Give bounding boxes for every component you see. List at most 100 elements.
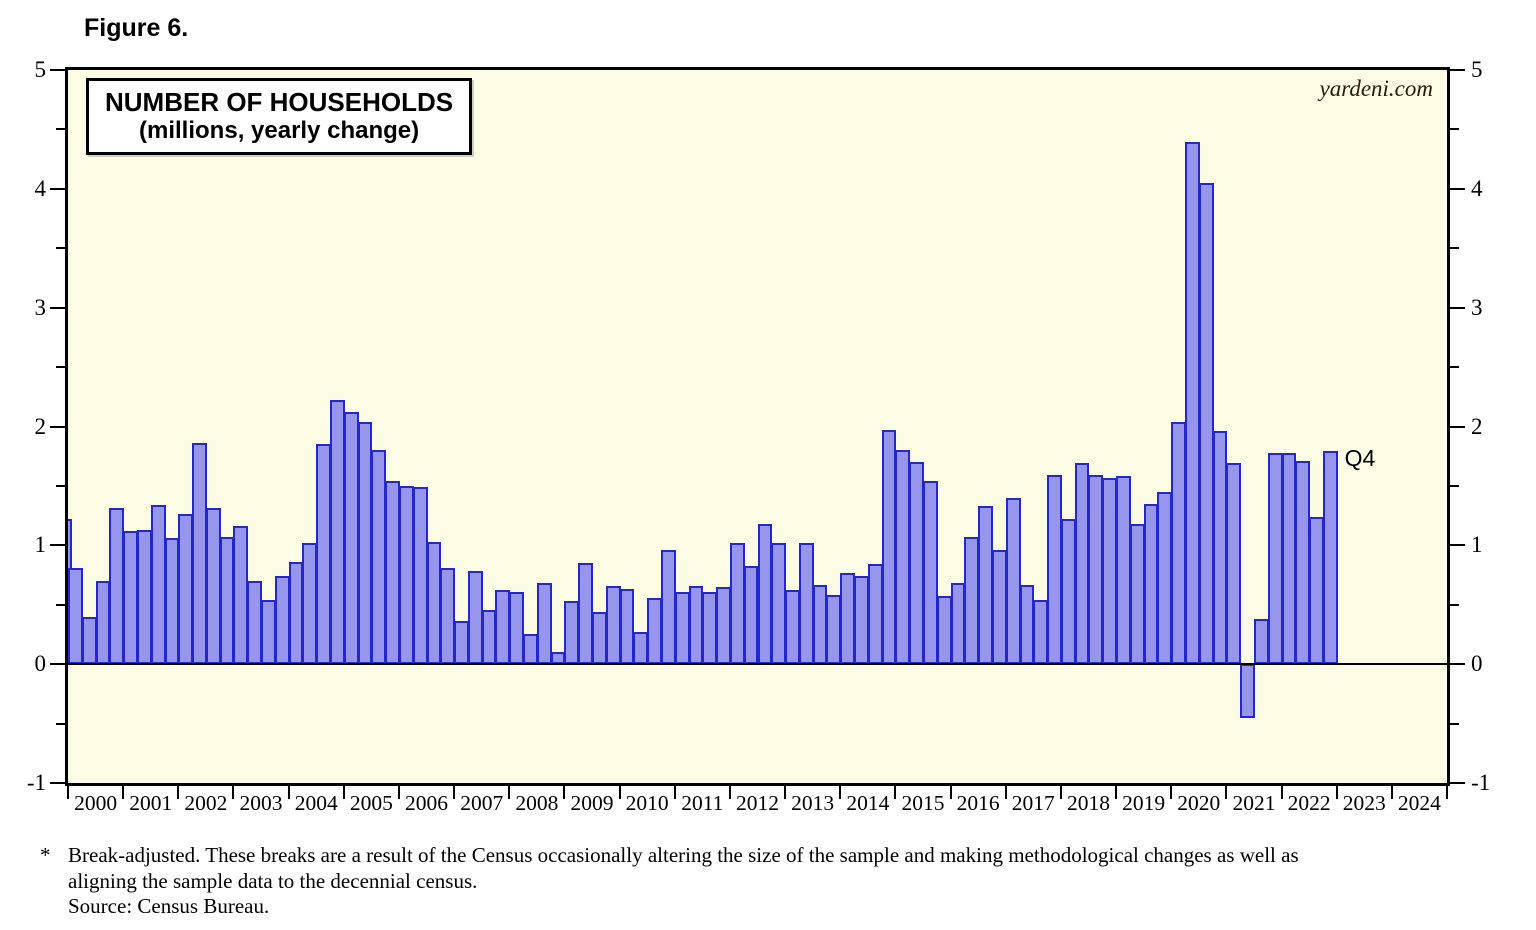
y-axis-tick-left: [50, 425, 65, 428]
x-axis-tick: [1004, 784, 1007, 799]
bar-2022-q3: [1309, 516, 1324, 665]
x-axis-tick: [287, 784, 290, 799]
bar-2006-q3: [426, 541, 442, 665]
x-axis-tick: [673, 784, 676, 799]
x-axis-tick: [1390, 784, 1393, 799]
x-axis-year-label: 2016: [956, 791, 1000, 815]
x-axis-year-label: 2012: [735, 791, 779, 815]
bar-2001-q1: [123, 531, 138, 665]
bar-2022-q4: [1322, 451, 1338, 665]
x-axis-year-label: 2013: [791, 791, 835, 815]
bar-2014-q3: [867, 564, 883, 665]
bar-2006-q1: [398, 485, 414, 665]
x-axis-tick: [508, 784, 511, 799]
y-axis-label-right: 0: [1471, 651, 1483, 677]
bar-2014-q1: [840, 572, 856, 665]
bar-2008-q1: [509, 591, 525, 665]
x-axis-year-label: 2015: [901, 791, 945, 815]
bar-2020-q3: [1198, 182, 1214, 665]
y-axis-tick-right: [1450, 69, 1465, 71]
bar-2017-q3: [1033, 599, 1049, 665]
x-axis-tick: [728, 784, 731, 799]
x-axis-tick: [1225, 784, 1228, 799]
x-axis-year-label: 2022: [1287, 791, 1331, 815]
x-axis-year-label: 2003: [239, 791, 283, 815]
bar-2012-q3: [757, 523, 773, 665]
y-axis-tick-right: [1450, 306, 1465, 309]
x-axis-year-label: 2017: [1011, 791, 1055, 815]
bar-2018-q3: [1088, 475, 1104, 665]
x-axis-year-label: 2014: [846, 791, 890, 815]
y-axis-label-left: 4: [34, 175, 47, 201]
bar-2019-q4: [1157, 491, 1173, 665]
y-axis-label-right: 2: [1471, 413, 1483, 439]
chart-title-box: NUMBER OF HOUSEHOLDS (millions, yearly c…: [86, 78, 473, 155]
bar-2011-q1: [674, 591, 690, 665]
y-axis-label-right: 3: [1471, 294, 1483, 320]
y-axis-tick-left: [56, 722, 65, 725]
y-axis-tick-left: [50, 782, 65, 784]
y-axis-tick-right: [1450, 544, 1465, 547]
y-axis-label-right: -1: [1471, 770, 1491, 795]
figure-label: Figure 6.: [84, 14, 189, 42]
x-axis-tick: [894, 784, 897, 799]
bar-2015-q1: [895, 450, 911, 665]
x-axis-tick: [1280, 784, 1283, 799]
x-axis-tick: [397, 784, 400, 799]
y-axis-tick-left: [56, 366, 65, 369]
y-axis-tick-left: [50, 187, 65, 190]
x-axis-year-label: 2001: [129, 791, 173, 815]
bar-2008-q3: [536, 583, 552, 665]
bar-2016-q3: [978, 506, 993, 665]
bar-2015-q4: [936, 596, 952, 665]
x-axis-year-label: 2004: [294, 791, 338, 815]
bar-2004-q4: [330, 400, 345, 665]
bar-2000-q3: [95, 580, 111, 665]
bar-2006-q2: [412, 487, 428, 665]
bar-2020-q4: [1212, 431, 1228, 665]
x-axis-tick: [1170, 784, 1173, 799]
plot-area: NUMBER OF HOUSEHOLDS (millions, yearly c…: [65, 67, 1450, 786]
footnote-line-1: Break-adjusted. These breaks are a resul…: [68, 843, 1299, 867]
y-axis-label-left: -1: [26, 770, 46, 795]
y-axis-tick-right: [1450, 366, 1459, 369]
x-axis-year-label: 2005: [349, 791, 393, 815]
x-axis-tick: [1115, 784, 1118, 799]
bar-2005-q4: [385, 481, 400, 665]
x-axis-year-label: 2011: [681, 791, 724, 815]
bar-2016-q1: [950, 583, 966, 665]
y-axis-label-right: 5: [1471, 57, 1483, 82]
bar-2010-q2: [633, 632, 649, 665]
x-axis-tick: [1335, 784, 1338, 799]
bar-2001-q3: [150, 504, 166, 665]
y-axis-tick-right: [1450, 484, 1459, 487]
x-axis-year-label: 2009: [570, 791, 614, 815]
bar-2002-q3: [205, 508, 221, 665]
bar-2000-q4: [109, 508, 125, 665]
y-axis-tick-left: [56, 603, 65, 606]
bar-2012-q2: [743, 565, 759, 665]
y-axis-tick-right: [1450, 187, 1465, 190]
x-axis-tick: [342, 784, 345, 799]
bar-2021-q3: [1253, 619, 1269, 665]
y-axis-tick-left: [50, 663, 65, 666]
y-axis-tick-right: [1450, 722, 1459, 725]
x-axis-tick: [618, 784, 621, 799]
bar-2021-q4: [1267, 452, 1283, 665]
bar-2020-q2: [1184, 142, 1200, 665]
y-axis-label-left: 0: [34, 651, 47, 677]
bar-2022-q1: [1281, 452, 1297, 665]
y-axis-label-right: 1: [1471, 532, 1483, 558]
y-axis-label-left: 2: [34, 413, 47, 439]
bar-2004-q3: [316, 444, 331, 665]
x-axis-year-label: 2019: [1122, 791, 1166, 815]
bar-2012-q4: [771, 542, 787, 665]
bar-2007-q2: [467, 571, 483, 665]
zero-gridline: [68, 663, 1447, 666]
bar-2003-q4: [274, 576, 290, 665]
bar-2002-q2: [192, 443, 207, 665]
bar-2010-q3: [647, 597, 662, 665]
y-axis-tick-left: [50, 306, 65, 309]
bar-2006-q4: [440, 567, 456, 665]
